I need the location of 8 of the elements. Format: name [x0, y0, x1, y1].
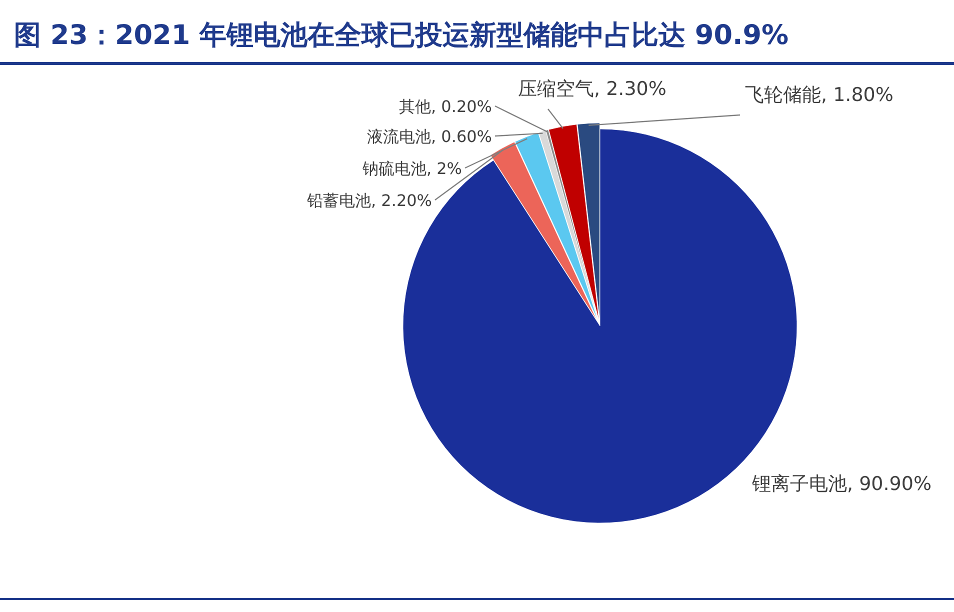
slice-label: 液流电池, 0.60% — [367, 127, 492, 146]
slice-label: 压缩空气, 2.30% — [518, 78, 666, 100]
slice-label: 其他, 0.20% — [399, 97, 492, 116]
slice-label: 飞轮储能, 1.80% — [745, 84, 894, 106]
slice-label: 钠硫电池, 2% — [361, 159, 462, 178]
slice-label: 铅蓄电池, 2.20% — [306, 191, 432, 210]
chart-title: 图 23：2021 年锂电池在全球已投运新型储能中占比达 90.9% — [14, 20, 789, 51]
slice-label: 锂离子电池, 90.90% — [751, 473, 932, 495]
